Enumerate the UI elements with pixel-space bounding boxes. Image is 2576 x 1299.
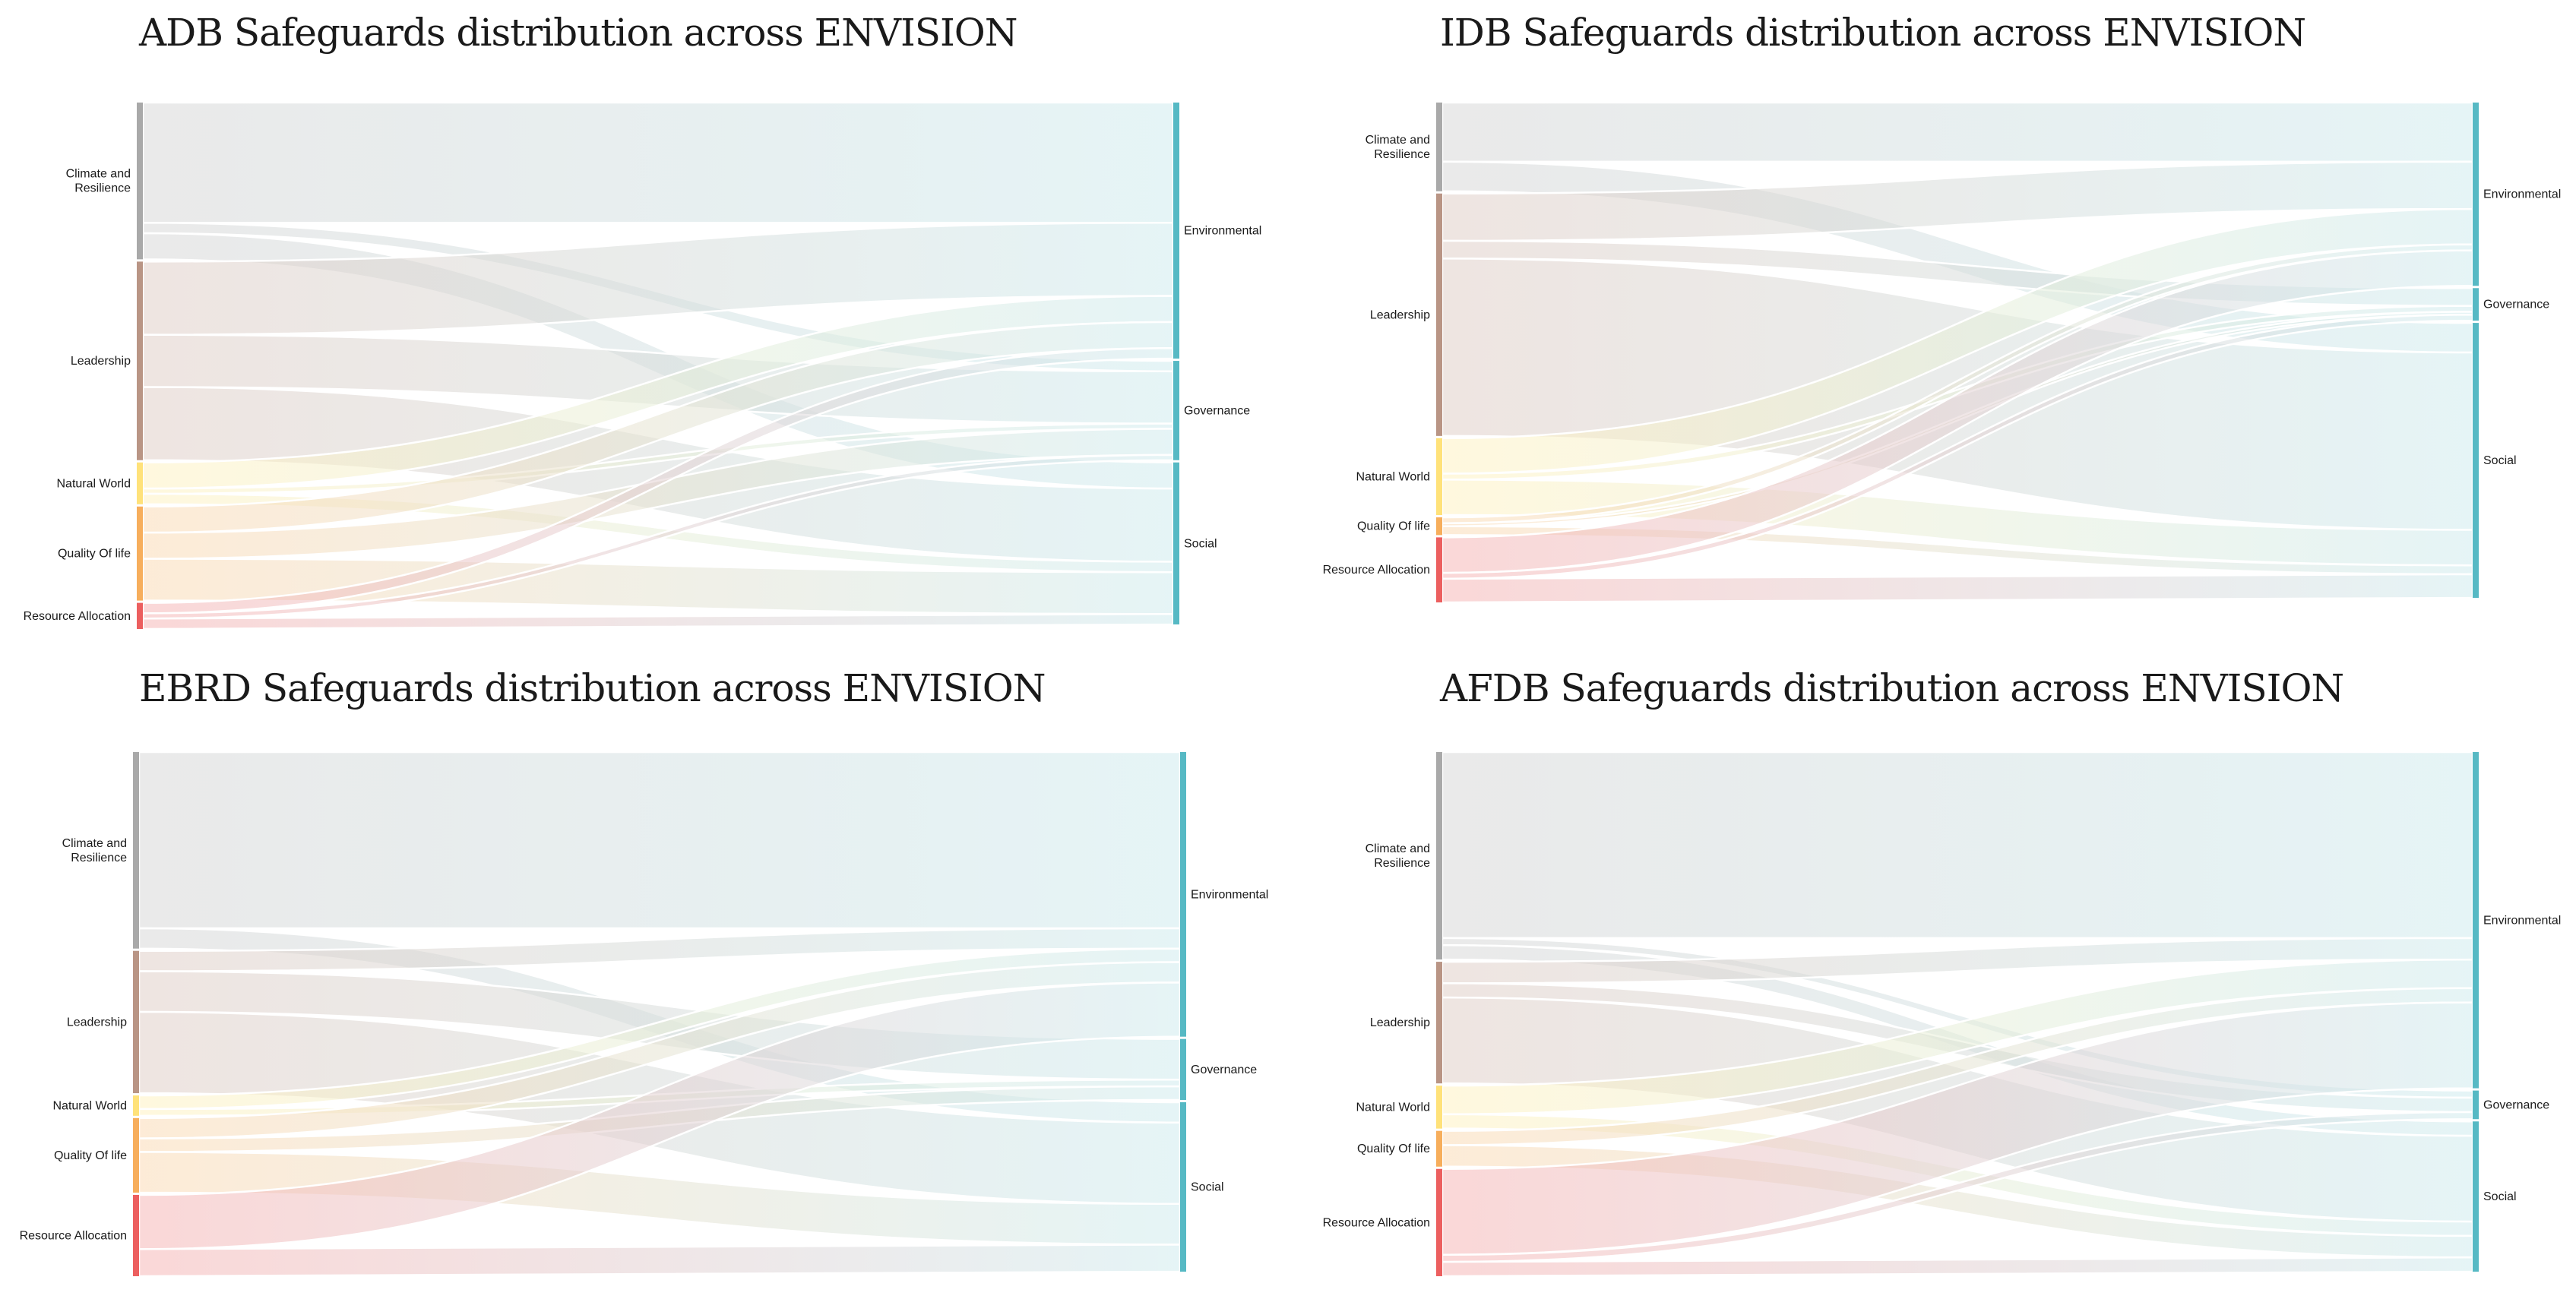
- source-label: Natural World: [52, 1099, 127, 1112]
- target-node-social: [1180, 1101, 1186, 1272]
- source-label: Climate and: [1366, 842, 1430, 855]
- source-label: Resource Allocation: [20, 1229, 127, 1242]
- afdb-sankey-panel: AFDB Safeguards distribution across ENVI…: [1288, 650, 2576, 1299]
- source-label: Leadership: [1370, 308, 1430, 321]
- idb-sankey-panel: IDB Safeguards distribution across ENVIS…: [1288, 0, 2576, 650]
- target-label: Governance: [1184, 404, 1250, 417]
- source-label: Climate and: [1366, 134, 1430, 147]
- sankey-links: [138, 751, 1182, 1278]
- target-label: Environmental: [1184, 225, 1261, 238]
- source-label: Natural World: [1356, 1101, 1430, 1114]
- source-node-climate-and-resilience: [1436, 103, 1442, 191]
- sankey-link-resource-allocation-to-social: [138, 1244, 1182, 1278]
- source-node-natural-world: [137, 462, 143, 504]
- sankey-link-resource-allocation-to-social: [141, 612, 1175, 631]
- source-node-quality-of-life: [137, 506, 143, 601]
- source-node-resource-allocation: [133, 1194, 139, 1276]
- source-label: Resilience: [71, 852, 127, 864]
- target-label: Environmental: [2483, 914, 2561, 927]
- source-label: Natural World: [1356, 470, 1430, 483]
- sankey-nodes: Climate and Resilience Leadership Natural W…: [20, 752, 1268, 1276]
- target-node-social: [2473, 323, 2479, 598]
- target-node-governance: [2473, 1090, 2479, 1120]
- source-label: Quality Of life: [1357, 520, 1430, 533]
- source-node-leadership: [137, 261, 143, 460]
- target-node-governance: [1180, 1038, 1186, 1100]
- target-label: Social: [1184, 537, 1217, 550]
- sankey-link-climate-and-resilience-to-environmental: [1441, 101, 2474, 163]
- source-label: Resource Allocation: [1323, 1216, 1430, 1229]
- target-label: Social: [2483, 454, 2517, 467]
- sankey-link-resource-allocation-to-social: [1441, 573, 2474, 604]
- source-node-resource-allocation: [1436, 1168, 1442, 1276]
- afdb-sankey-chart: Climate and Resilience Leadership Natural W…: [1323, 751, 2561, 1278]
- target-node-social: [2473, 1121, 2479, 1272]
- sankey-links: [141, 101, 1175, 631]
- sankey-link-climate-and-resilience-to-environmental: [141, 101, 1175, 224]
- chart-title: AFDB Safeguards distribution across ENVI…: [1440, 666, 2344, 710]
- source-label: Leadership: [71, 355, 131, 368]
- source-label: Quality Of life: [54, 1149, 127, 1162]
- source-label: Natural World: [56, 477, 131, 490]
- source-label: Quality Of life: [1357, 1143, 1430, 1155]
- source-label: Leadership: [1370, 1016, 1430, 1029]
- target-node-social: [1173, 462, 1179, 624]
- source-label: Resilience: [1374, 857, 1430, 870]
- source-label: Resilience: [1374, 148, 1430, 161]
- ebrd-sankey-panel: EBRD Safeguards distribution across ENVI…: [0, 650, 1288, 1299]
- source-node-climate-and-resilience: [133, 752, 139, 949]
- source-node-climate-and-resilience: [1436, 752, 1442, 960]
- sankey-link-resource-allocation-to-environmental: [141, 347, 1175, 615]
- source-node-leadership: [1436, 193, 1442, 436]
- sankey-link-climate-and-resilience-to-environmental: [138, 751, 1182, 930]
- source-label: Resilience: [74, 182, 131, 195]
- source-node-resource-allocation: [137, 602, 143, 629]
- target-label: Environmental: [1191, 888, 1268, 901]
- source-node-leadership: [133, 950, 139, 1094]
- target-label: Governance: [2483, 299, 2549, 311]
- source-node-climate-and-resilience: [137, 103, 143, 260]
- source-label: Resource Allocation: [1323, 564, 1430, 577]
- target-node-environmental: [2473, 103, 2479, 286]
- source-node-quality-of-life: [133, 1117, 139, 1193]
- source-node-resource-allocation: [1436, 537, 1442, 602]
- source-label: Quality Of life: [58, 548, 131, 561]
- target-node-environmental: [1173, 103, 1179, 359]
- sankey-links: [1441, 751, 2474, 1278]
- target-label: Governance: [1191, 1064, 1257, 1076]
- sankey-links: [1441, 101, 2474, 604]
- source-label: Resource Allocation: [24, 610, 131, 623]
- source-label: Leadership: [67, 1016, 127, 1029]
- source-node-leadership: [1436, 962, 1442, 1084]
- target-label: Social: [2483, 1190, 2517, 1203]
- source-node-quality-of-life: [1436, 1130, 1442, 1167]
- target-node-environmental: [2473, 752, 2479, 1089]
- target-label: Social: [1191, 1180, 1224, 1193]
- source-node-natural-world: [133, 1095, 139, 1116]
- source-node-quality-of-life: [1436, 517, 1442, 536]
- source-label: Climate and: [66, 168, 131, 181]
- target-node-governance: [1173, 361, 1179, 460]
- source-node-natural-world: [1436, 1086, 1442, 1129]
- sankey-link-resource-allocation-to-social: [1441, 1256, 2474, 1278]
- source-node-natural-world: [1436, 438, 1442, 516]
- chart-title: EBRD Safeguards distribution across ENVI…: [139, 666, 1046, 710]
- sankey-link-resource-allocation-to-governance: [141, 454, 1175, 620]
- sankey-nodes: Climate and Resilience Leadership Natural W…: [1323, 752, 2561, 1276]
- target-node-governance: [2473, 288, 2479, 321]
- target-label: Environmental: [2483, 188, 2561, 201]
- target-node-environmental: [1180, 752, 1186, 1037]
- adb-sankey-panel: ADB Safeguards distribution across ENVIS…: [0, 0, 1288, 650]
- chart-title: IDB Safeguards distribution across ENVIS…: [1440, 11, 2306, 55]
- chart-title: ADB Safeguards distribution across ENVIS…: [139, 11, 1017, 55]
- target-label: Governance: [2483, 1098, 2549, 1111]
- ebrd-sankey-chart: Climate and Resilience Leadership Natural W…: [20, 751, 1268, 1278]
- source-label: Climate and: [62, 837, 127, 850]
- sankey-link-climate-and-resilience-to-environmental: [1441, 751, 2474, 940]
